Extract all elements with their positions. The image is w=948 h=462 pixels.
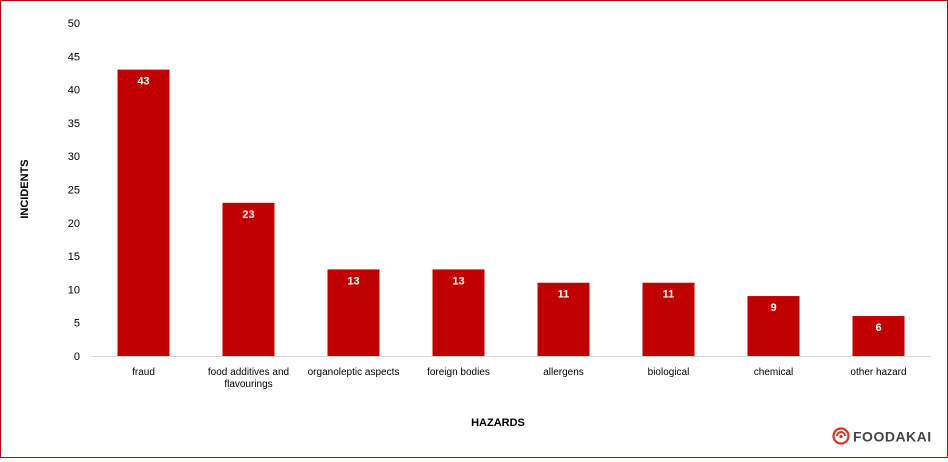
bar — [852, 316, 905, 356]
bar-value-label: 43 — [137, 76, 149, 88]
y-tick-label: 0 — [74, 351, 80, 363]
category-label: organoleptic aspects — [308, 367, 400, 378]
category-labels: fraud food additives and flavourings organo… — [132, 367, 906, 390]
y-tick-label: 35 — [68, 118, 80, 130]
bar — [432, 269, 485, 356]
y-axis-ticks: 0 5 10 15 20 25 30 35 40 45 50 — [68, 18, 80, 363]
foodakai-logo-icon — [832, 427, 850, 445]
y-tick-label: 45 — [68, 51, 80, 63]
category-label: allergens — [543, 367, 584, 378]
bar-value-label: 11 — [558, 289, 570, 301]
bar — [642, 282, 695, 356]
category-label: foreign bodies — [427, 367, 490, 378]
category-label: food additives and flavourings — [208, 367, 289, 390]
category-label: other hazard — [850, 367, 906, 378]
bar — [327, 269, 380, 356]
bar-value-label: 13 — [347, 275, 359, 287]
y-tick-label: 15 — [68, 251, 80, 263]
brand-name: FOODAKAI — [853, 429, 932, 445]
bar — [747, 296, 800, 356]
category-label: biological — [648, 367, 690, 378]
bar-value-label: 6 — [875, 322, 881, 334]
y-tick-label: 40 — [68, 85, 80, 97]
y-tick-label: 20 — [68, 218, 80, 230]
bar-value-label: 13 — [452, 275, 464, 287]
bar — [117, 69, 170, 357]
bar — [537, 282, 590, 356]
bar-value-label: 23 — [242, 209, 254, 221]
y-tick-label: 50 — [68, 18, 80, 30]
category-label: fraud — [132, 367, 155, 378]
y-tick-label: 5 — [74, 318, 80, 330]
brand-logo: FOODAKAI — [832, 427, 932, 445]
bar-value-label: 9 — [770, 302, 776, 314]
y-tick-label: 25 — [68, 185, 80, 197]
x-axis-title: HAZARDS — [471, 417, 525, 429]
y-tick-label: 30 — [68, 151, 80, 163]
y-tick-label: 10 — [68, 284, 80, 296]
category-label: chemical — [754, 367, 793, 378]
y-axis-title: INCIDENTS — [19, 159, 31, 218]
bars-group: 43 23 13 13 11 11 9 6 — [117, 69, 905, 357]
bar-value-label: 11 — [663, 289, 675, 301]
bar — [222, 202, 275, 356]
